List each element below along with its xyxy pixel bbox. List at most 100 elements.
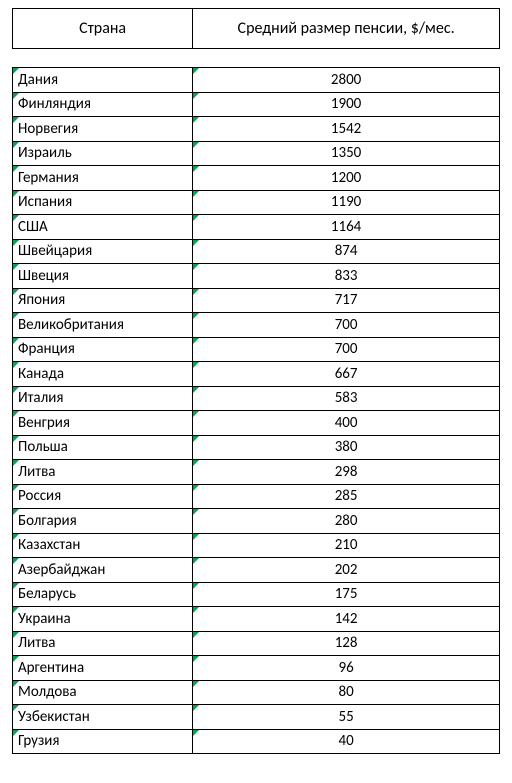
country-value: Германия — [18, 169, 79, 187]
pension-value: 80 — [338, 683, 353, 701]
pension-value: 1542 — [331, 120, 361, 138]
country-cell: Венгрия — [13, 411, 193, 436]
table-row: Испания 1190 — [13, 190, 500, 215]
country-cell: Дания — [13, 68, 193, 93]
pension-cell: 583 — [193, 386, 500, 411]
table-row: Дания 2800 — [13, 68, 500, 93]
country-cell: Великобритания — [13, 313, 193, 338]
country-value: Украина — [18, 610, 71, 628]
cell-marker-icon — [13, 240, 19, 246]
cell-marker-icon — [13, 681, 19, 687]
country-cell: Россия — [13, 484, 193, 509]
country-cell: Япония — [13, 288, 193, 313]
cell-marker-icon — [193, 705, 199, 711]
table-row: Великобритания 700 — [13, 313, 500, 338]
cell-marker-icon — [193, 93, 199, 99]
pension-value: 2800 — [331, 71, 361, 89]
cell-marker-icon — [13, 485, 19, 491]
cell-marker-icon — [13, 705, 19, 711]
country-value: Канада — [18, 365, 64, 383]
cell-marker-icon — [13, 411, 19, 417]
cell-marker-icon — [13, 632, 19, 638]
table-row: Аргентина 96 — [13, 656, 500, 681]
cell-marker-icon — [193, 632, 199, 638]
pension-value: 55 — [338, 708, 353, 726]
cell-marker-icon — [193, 607, 199, 613]
table-row: Узбекистан55 — [13, 705, 500, 730]
cell-marker-icon — [193, 142, 199, 148]
table-row: Германия1200 — [13, 166, 500, 191]
table-row: Норвегия 1542 — [13, 117, 500, 142]
country-cell: Франция — [13, 337, 193, 362]
pension-cell: 142 — [193, 607, 500, 632]
pension-value: 96 — [338, 659, 353, 677]
pension-cell: 667 — [193, 362, 500, 387]
cell-marker-icon — [193, 117, 199, 123]
cell-marker-icon — [193, 411, 199, 417]
table-row: Израиль1350 — [13, 141, 500, 166]
country-cell: Аргентина — [13, 656, 193, 681]
cell-marker-icon — [193, 166, 199, 172]
cell-marker-icon — [193, 240, 199, 246]
pension-value: 700 — [335, 316, 358, 334]
pension-value: 142 — [335, 610, 358, 628]
country-value: Швейцария — [18, 242, 92, 260]
table-row: Швейцария 874 — [13, 239, 500, 264]
pension-table-header: Страна Средний размер пенсии, $/мес. — [12, 8, 500, 49]
cell-marker-icon — [193, 656, 199, 662]
pension-cell: 298 — [193, 460, 500, 485]
country-value: Дания — [18, 71, 58, 89]
country-cell: Германия — [13, 166, 193, 191]
pension-cell: 400 — [193, 411, 500, 436]
cell-marker-icon — [193, 338, 199, 344]
table-row: Польша380 — [13, 435, 500, 460]
country-value: Норвегия — [18, 120, 78, 138]
pension-cell: 1190 — [193, 190, 500, 215]
table-row: США1164 — [13, 215, 500, 240]
pension-cell: 40 — [193, 729, 500, 754]
cell-marker-icon — [193, 730, 199, 736]
pension-cell: 700 — [193, 337, 500, 362]
cell-marker-icon — [13, 558, 19, 564]
cell-marker-icon — [193, 558, 199, 564]
cell-marker-icon — [193, 191, 199, 197]
pension-value: 210 — [335, 536, 358, 554]
pension-cell: 202 — [193, 558, 500, 583]
table-row: Литва298 — [13, 460, 500, 485]
pension-cell: 80 — [193, 680, 500, 705]
cell-marker-icon — [13, 436, 19, 442]
country-cell: Литва — [13, 460, 193, 485]
pension-value: 280 — [335, 512, 358, 530]
cell-marker-icon — [13, 68, 19, 74]
table-row: Канада 667 — [13, 362, 500, 387]
pension-value: 667 — [335, 365, 358, 383]
country-value: Азербайджан — [18, 561, 105, 579]
cell-marker-icon — [193, 509, 199, 515]
pension-cell: 700 — [193, 313, 500, 338]
table-row: Италия583 — [13, 386, 500, 411]
pension-value: 874 — [335, 242, 358, 260]
country-cell: США — [13, 215, 193, 240]
pension-value: 202 — [335, 561, 358, 579]
table-row: Франция 700 — [13, 337, 500, 362]
pension-cell: 1542 — [193, 117, 500, 142]
cell-marker-icon — [193, 362, 199, 368]
country-cell: Болгария — [13, 509, 193, 534]
cell-marker-icon — [13, 313, 19, 319]
pension-value: 1190 — [331, 193, 361, 211]
table-row: Беларусь175 — [13, 582, 500, 607]
table-row: Финляндия1900 — [13, 92, 500, 117]
pension-value: 700 — [335, 340, 358, 358]
pension-cell: 833 — [193, 264, 500, 289]
cell-marker-icon — [193, 436, 199, 442]
country-cell: Испания — [13, 190, 193, 215]
country-value: Венгрия — [18, 414, 70, 432]
country-cell: Швеция — [13, 264, 193, 289]
table-row: Литва128 — [13, 631, 500, 656]
pension-cell: 717 — [193, 288, 500, 313]
column-header-country: Страна — [13, 9, 193, 49]
country-value: Франция — [18, 340, 75, 358]
cell-marker-icon — [13, 583, 19, 589]
table-row: Казахстан210 — [13, 533, 500, 558]
cell-marker-icon — [13, 460, 19, 466]
